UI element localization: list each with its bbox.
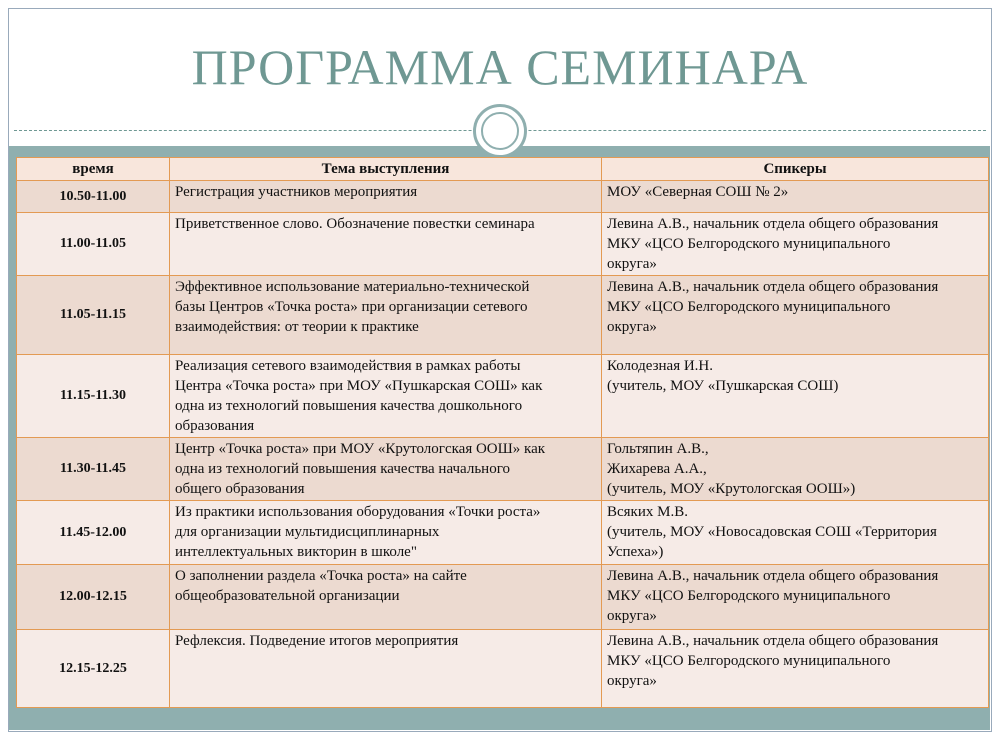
- topic-cell: Реализация сетевого взаимодействия в рам…: [169, 354, 602, 438]
- speaker-cell: Левина А.В., начальник отдела общего обр…: [601, 275, 989, 355]
- topic-cell: Рефлексия. Подведение итогов мероприятия: [169, 629, 602, 708]
- topic-cell: Центр «Точка роста» при МОУ «Крутологска…: [169, 437, 602, 501]
- cell-line: Всяких М.В.: [607, 504, 688, 520]
- speaker-cell: Левина А.В., начальник отдела общего обр…: [601, 564, 989, 630]
- cell-line: Рефлексия. Подведение итогов мероприятия: [175, 633, 459, 649]
- table-row: 10.50-11.00 Регистрация участников меропр…: [16, 180, 989, 213]
- speaker-cell: Гольтяпин А.В., Жихарева А.А., (учитель, М…: [601, 437, 989, 501]
- cell-line: Приветственное слово. Обозначение повест…: [175, 216, 535, 232]
- cell-line: МКУ «ЦСО Белгородского муниципального: [607, 236, 891, 252]
- cell-line: 10.50-11.00: [59, 188, 127, 204]
- cell-line: общего образования: [175, 481, 305, 497]
- cell-line: округа»: [607, 256, 657, 272]
- cell-line: 11.45-12.00: [59, 524, 127, 540]
- cell-line: 12.15-12.25: [59, 660, 127, 676]
- cell-line: О заполнении раздела «Точка роста» на са…: [175, 568, 467, 584]
- table-row: 11.05-11.15 Эффективное использование мат…: [16, 275, 989, 355]
- cell-line: Левина А.В., начальник отдела общего обр…: [607, 279, 939, 295]
- cell-line: одна из технологий повышения качества на…: [175, 461, 510, 477]
- cell-line: Гольтяпин А.В.,: [607, 441, 709, 457]
- cell-line: интеллектуальных викторин в школе": [175, 544, 417, 560]
- cell-line: 11.30-11.45: [59, 461, 127, 476]
- cell-line: округа»: [607, 673, 657, 689]
- cell-line: взаимодействия: от теории к практике: [175, 319, 419, 335]
- column-header: время: [16, 157, 170, 181]
- cell-line: образования: [175, 418, 255, 434]
- cell-line: Жихарева А.А.,: [607, 461, 707, 477]
- time-cell: 12.00-12.15: [16, 564, 170, 630]
- cell-line: одна из технологий повышения качества до…: [175, 398, 523, 414]
- cell-line: (учитель, МОУ «Пушкарская СОШ): [607, 378, 839, 394]
- cell-line: Эффективное использование материально-те…: [175, 279, 530, 295]
- title: ПРОГРАММА СЕМИНАРА: [191, 39, 809, 95]
- cell-line: 11.00-11.05: [59, 236, 127, 251]
- time-cell: 12.15-12.25: [16, 629, 170, 708]
- topic-cell: Регистрация участников мероприятия: [169, 180, 602, 213]
- program-table: время Тема выступления Спикеры 10.50-11.00…: [16, 157, 989, 708]
- cell-line: Регистрация участников мероприятия: [175, 184, 418, 200]
- speaker-cell: Левина А.В., начальник отдела общего обр…: [601, 212, 989, 276]
- cell-line: округа»: [607, 608, 657, 624]
- time-cell: 11.05-11.15: [16, 275, 170, 355]
- cell-line: Центра «Точка роста» при МОУ «Пушкарская…: [175, 378, 543, 394]
- cell-line: округа»: [607, 319, 657, 335]
- speaker-cell: Колодезная И.Н. (учитель, МОУ «Пушкарская…: [601, 354, 989, 438]
- time-cell: 11.00-11.05: [16, 212, 170, 276]
- cell-line: базы Центров «Точка роста» при организац…: [175, 299, 528, 315]
- cell-line: общеобразовательной организации: [175, 588, 400, 604]
- time-cell: 11.15-11.30: [16, 354, 170, 438]
- topic-cell: Из практики использования оборудования «…: [169, 500, 602, 565]
- cell-line: Левина А.В., начальник отдела общего обр…: [607, 568, 939, 584]
- table-row: 12.15-12.25 Рефлексия. Подведение итогов …: [16, 629, 989, 708]
- cell-line: Успеха»): [607, 544, 664, 560]
- speaker-cell: МОУ «Северная СОШ № 2»: [601, 180, 989, 213]
- speaker-cell: Левина А.В., начальник отдела общего обр…: [601, 629, 989, 708]
- cell-line: Колодезная И.Н.: [607, 358, 714, 374]
- table-row: 11.00-11.05 Приветственное слово. Обознач…: [16, 212, 989, 276]
- cell-line: Реализация сетевого взаимодействия в рам…: [175, 358, 521, 374]
- cell-line: Левина А.В., начальник отдела общего обр…: [607, 216, 939, 232]
- cell-line: (учитель, МОУ «Крутологская ООШ»): [607, 481, 856, 497]
- cell-line: Центр «Точка роста» при МОУ «Крутологска…: [175, 441, 546, 457]
- time-cell: 11.45-12.00: [16, 500, 170, 565]
- header-row: время Тема выступления Спикеры: [16, 157, 989, 181]
- time-cell: 10.50-11.00: [16, 180, 170, 213]
- table-row: 11.45-12.00 Из практики использования обо…: [16, 500, 989, 565]
- cell-line: для организации мультидисциплинарных: [175, 524, 440, 540]
- cell-line: (учитель, МОУ «Новосадовская СОШ «Террит…: [607, 524, 937, 540]
- cell-line: 11.05-11.15: [59, 307, 127, 322]
- cell-line: 11.15-11.30: [59, 388, 127, 403]
- table-row: 11.30-11.45 Центр «Точка роста» при МОУ «…: [16, 437, 989, 501]
- speaker-cell: Всяких М.В. (учитель, МОУ «Новосадовская …: [601, 500, 989, 565]
- column-header: Тема выступления: [169, 157, 602, 181]
- cell-line: Из практики использования оборудования «…: [175, 504, 541, 520]
- cell-line: Левина А.В., начальник отдела общего обр…: [607, 633, 939, 649]
- time-cell: 11.30-11.45: [16, 437, 170, 501]
- cell-line: 12.00-12.15: [59, 589, 127, 604]
- cell-line: МКУ «ЦСО Белгородского муниципального: [607, 588, 891, 604]
- ornament: [473, 104, 527, 158]
- topic-cell: Приветственное слово. Обозначение повест…: [169, 212, 602, 276]
- cell-line: МОУ «Северная СОШ № 2»: [607, 184, 789, 200]
- cell-line: МКУ «ЦСО Белгородского муниципального: [607, 653, 891, 669]
- topic-cell: Эффективное использование материально-те…: [169, 275, 602, 355]
- cell-line: МКУ «ЦСО Белгородского муниципального: [607, 299, 891, 315]
- table-row: 12.00-12.15 О заполнении раздела «Точка р…: [16, 564, 989, 630]
- table-row: 11.15-11.30 Реализация сетевого взаимодей…: [16, 354, 989, 438]
- column-header: Спикеры: [601, 157, 989, 181]
- topic-cell: О заполнении раздела «Точка роста» на са…: [169, 564, 602, 630]
